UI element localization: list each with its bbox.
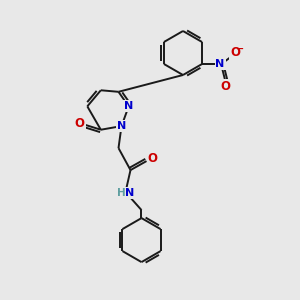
Text: H: H bbox=[117, 188, 126, 198]
Text: N: N bbox=[124, 101, 133, 111]
Text: O: O bbox=[75, 117, 85, 130]
Text: N: N bbox=[117, 121, 126, 131]
Text: N: N bbox=[215, 59, 225, 69]
Text: O: O bbox=[220, 80, 230, 92]
Text: N: N bbox=[125, 188, 134, 198]
Text: −: − bbox=[236, 44, 244, 54]
Text: O: O bbox=[148, 152, 158, 165]
Text: O: O bbox=[230, 46, 240, 59]
